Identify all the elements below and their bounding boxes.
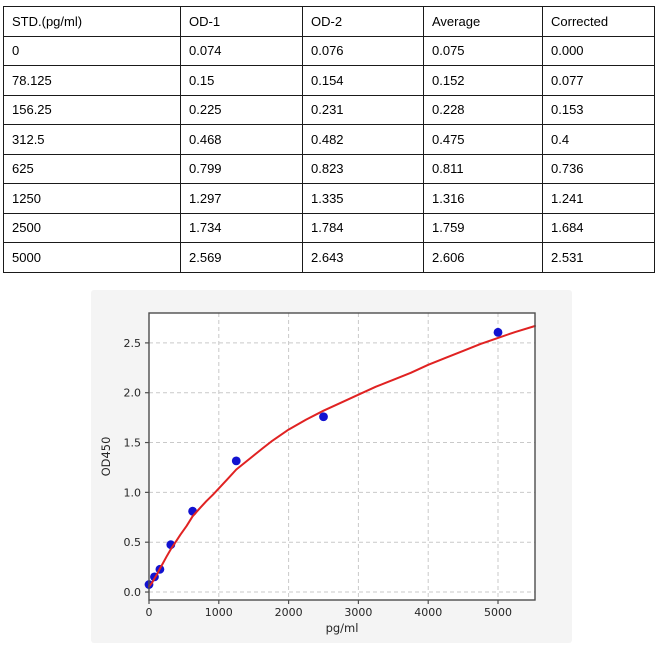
table-cell: 0.15 [180, 65, 303, 96]
table-cell: 0 [3, 35, 181, 66]
table-row: 1250 1.297 1.335 1.316 1.241 [3, 183, 655, 214]
x-tick-label: 2000 [275, 606, 303, 619]
scatter-point [231, 456, 241, 466]
plot-area [149, 313, 535, 600]
scatter-point [493, 327, 503, 337]
table-cell: 0.154 [302, 65, 424, 96]
x-axis-label: pg/ml [326, 621, 359, 635]
table-row: 0 0.074 0.076 0.075 0.000 [3, 35, 655, 66]
table-cell: 0.225 [180, 94, 303, 125]
table-cell: 625 [3, 153, 181, 184]
table-row: 78.125 0.15 0.154 0.152 0.077 [3, 65, 655, 96]
x-tick-label: 4000 [414, 606, 442, 619]
x-tick-label: 5000 [484, 606, 512, 619]
y-tick-label: 2.5 [124, 337, 142, 350]
table-cell: 78.125 [3, 65, 181, 96]
table-cell: 2500 [3, 212, 181, 243]
y-tick-label: 0.0 [124, 586, 142, 599]
table-cell: 1.335 [302, 183, 424, 214]
table-cell: 0.468 [180, 124, 303, 155]
table-cell: 1.241 [542, 183, 655, 214]
column-header: STD.(pg/ml) [3, 6, 181, 37]
table-row: 156.25 0.225 0.231 0.228 0.153 [3, 94, 655, 125]
table-cell: 1.734 [180, 212, 303, 243]
table-cell: 0.228 [423, 94, 543, 125]
table-cell: 0.482 [302, 124, 424, 155]
table-cell: 0.000 [542, 35, 655, 66]
table-cell: 0.475 [423, 124, 543, 155]
table-cell: 1250 [3, 183, 181, 214]
y-tick-label: 1.5 [124, 437, 142, 450]
table-cell: 0.077 [542, 65, 655, 96]
column-header: Corrected [542, 6, 655, 37]
table-cell: 2.643 [302, 242, 424, 273]
scatter-point [319, 412, 328, 422]
x-tick-label: 0 [146, 606, 153, 619]
table-cell: 1.784 [302, 212, 424, 243]
table-cell: 0.231 [302, 94, 424, 125]
table-row: 312.5 0.468 0.482 0.475 0.4 [3, 124, 655, 155]
table-cell: 1.316 [423, 183, 543, 214]
table-cell: 2.569 [180, 242, 303, 273]
table-cell: 0.075 [423, 35, 543, 66]
column-header: OD-1 [180, 6, 303, 37]
table-row: 625 0.799 0.823 0.811 0.736 [3, 153, 655, 184]
y-tick-label: 0.5 [124, 536, 142, 549]
table-cell: 0.823 [302, 153, 424, 184]
table-cell: 1.759 [423, 212, 543, 243]
standards-table: STD.(pg/ml) OD-1 OD-2 Average Corrected 0 0.0… [3, 6, 655, 273]
table-header: STD.(pg/ml) OD-1 OD-2 Average Corrected [3, 6, 655, 37]
table-cell: 312.5 [3, 124, 181, 155]
chart-card: 0 1000 2000 3000 4000 5000 0.0 0.5 1.0 1.5 2.0 2.5 p… [91, 290, 572, 643]
table-cell: 0.074 [180, 35, 303, 66]
table-cell: 156.25 [3, 94, 181, 125]
table-row: 2500 1.734 1.784 1.759 1.684 [3, 212, 655, 243]
table-cell: 0.076 [302, 35, 424, 66]
table-cell: 0.152 [423, 65, 543, 96]
table-cell: 5000 [3, 242, 181, 273]
x-tick-label: 3000 [344, 606, 372, 619]
table-cell: 0.799 [180, 153, 303, 184]
standard-curve-chart: 0 1000 2000 3000 4000 5000 0.0 0.5 1.0 1.5 2.0 2.5 p… [99, 312, 536, 635]
table-cell: 2.531 [542, 242, 655, 273]
table-cell: 0.736 [542, 153, 655, 184]
table-cell: 0.153 [542, 94, 655, 125]
y-tick-label: 2.0 [124, 387, 142, 400]
header-row: STD.(pg/ml) OD-1 OD-2 Average Corrected [3, 6, 655, 37]
table-cell: 0.811 [423, 153, 543, 184]
column-header: OD-2 [302, 6, 424, 37]
table-body: 0 0.074 0.076 0.075 0.000 78.125 0.15 0.154 0.15… [3, 35, 655, 273]
plot-frame [148, 312, 536, 601]
x-tick-label: 1000 [205, 606, 233, 619]
fitted-curve [148, 325, 536, 588]
column-header: Average [423, 6, 543, 37]
table-cell: 0.4 [542, 124, 655, 155]
y-axis-label: OD450 [99, 437, 113, 477]
table-cell: 1.297 [180, 183, 303, 214]
table-cell: 2.606 [423, 242, 543, 273]
table-row: 5000 2.569 2.643 2.606 2.531 [3, 242, 655, 273]
y-tick-label: 1.0 [124, 486, 142, 499]
table-cell: 1.684 [542, 212, 655, 243]
